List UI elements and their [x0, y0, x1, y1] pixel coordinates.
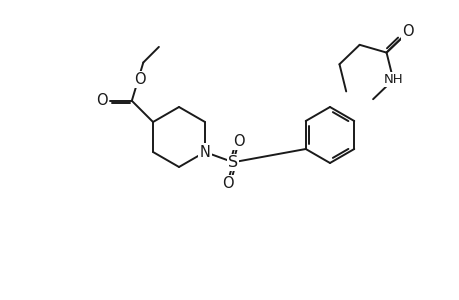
- Text: O: O: [233, 134, 244, 148]
- Text: S: S: [228, 155, 238, 170]
- Text: N: N: [199, 145, 210, 160]
- Text: O: O: [134, 72, 145, 87]
- Text: O: O: [221, 176, 233, 191]
- Text: NH: NH: [383, 73, 402, 86]
- Text: O: O: [402, 24, 413, 39]
- Text: O: O: [96, 93, 107, 108]
